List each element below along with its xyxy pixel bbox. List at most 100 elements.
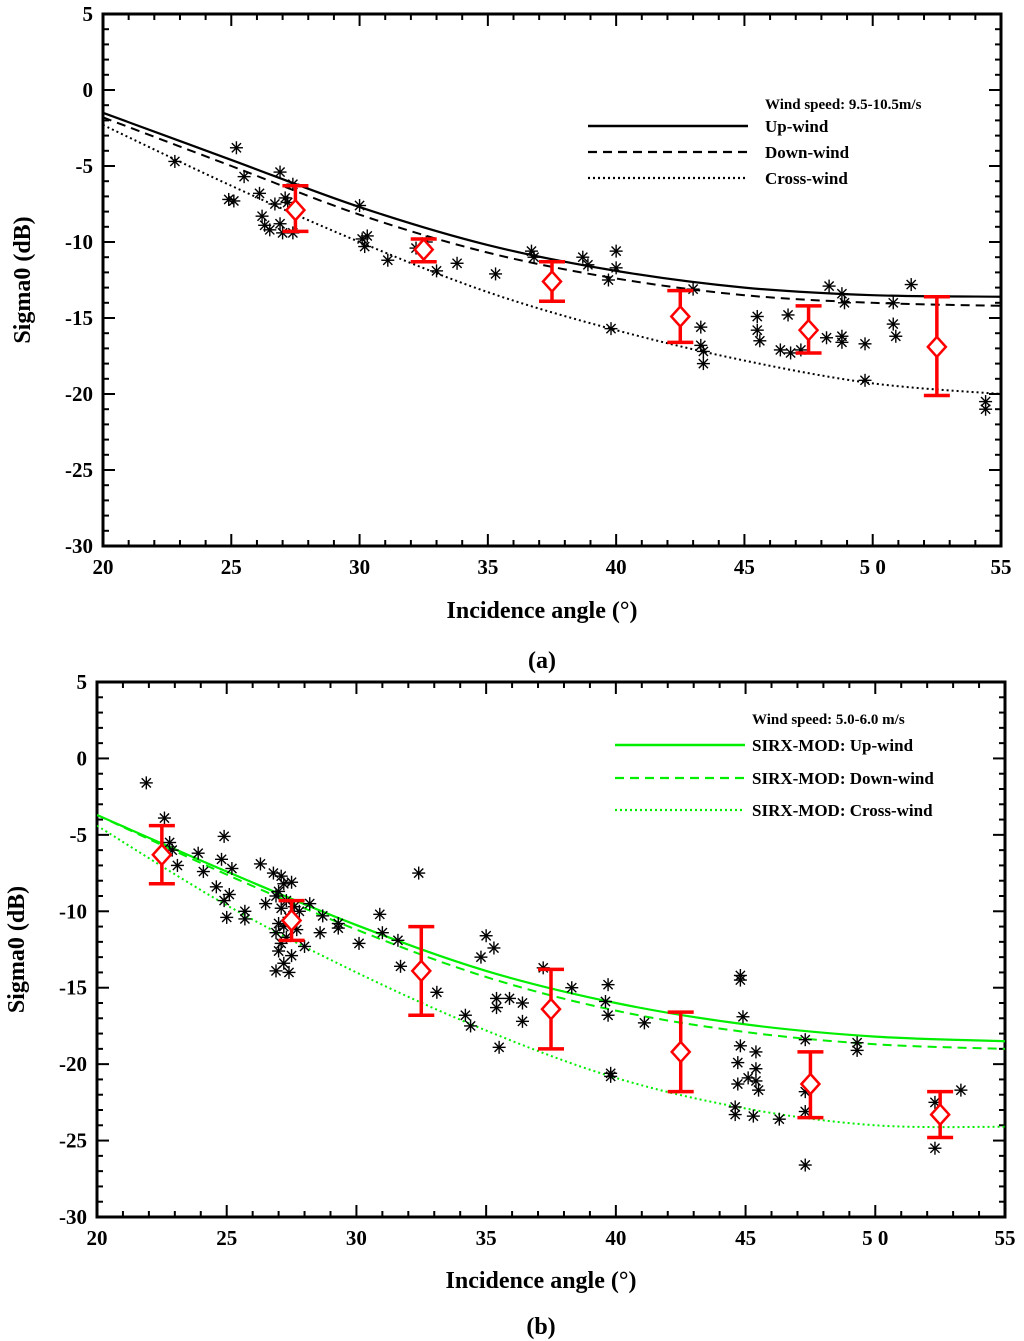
x-tick-label: 5 0: [860, 555, 886, 579]
binned-mean-errorbar: [148, 823, 175, 886]
y-axis-title: Sigma0 (dB): [10, 216, 36, 343]
plot-frame: [101, 12, 1003, 548]
scatter-point: [954, 1083, 968, 1097]
scatter-point: [749, 1074, 763, 1088]
scatter-point: [268, 197, 282, 211]
scatter-point: [313, 926, 327, 940]
scatter-point: [360, 229, 374, 243]
scatter-point: [229, 141, 243, 155]
scatter-point: [731, 1056, 745, 1070]
scatter-point: [217, 829, 231, 843]
x-tick-label: 40: [606, 555, 627, 579]
binned-mean-errorbar: [795, 304, 822, 355]
y-tick-label: -25: [59, 1129, 87, 1153]
scatter-point: [752, 1083, 766, 1097]
scatter-point: [222, 887, 236, 901]
scatter-point: [277, 956, 291, 970]
scatter-point: [215, 852, 229, 866]
scatter-point: [458, 1008, 472, 1022]
scatter-point: [696, 357, 710, 371]
scatter-point: [601, 273, 615, 287]
y-axis-title: Sigma0 (dB): [4, 886, 30, 1013]
scatter-point: [353, 199, 367, 213]
scatter-point: [609, 261, 623, 275]
scatter-point: [391, 933, 405, 947]
scatter-point: [489, 267, 503, 281]
scatter-point: [479, 929, 493, 943]
y-tick-label: -15: [65, 306, 93, 330]
scatter-point: [225, 861, 239, 875]
scatter-point: [285, 949, 299, 963]
y-tick-label: -30: [59, 1205, 87, 1229]
scatter-point: [753, 334, 767, 348]
scatter-point: [490, 1001, 504, 1015]
binned-mean-errorbar: [923, 294, 950, 398]
x-tick-label: 5 0: [862, 1226, 888, 1250]
x-tick-label: 30: [346, 1226, 367, 1250]
binned-mean-errorbar: [282, 184, 309, 234]
scatter-point: [273, 217, 287, 231]
scatter-point: [889, 329, 903, 343]
y-tick-label: -5: [70, 823, 88, 847]
scatter-point: [238, 912, 252, 926]
scatter-point: [259, 897, 273, 911]
binned-mean-errorbar: [408, 924, 435, 1017]
scatter-point: [272, 884, 286, 898]
scatter-point: [412, 866, 426, 880]
legend-title: Wind speed: 5.0-6.0 m/s: [752, 712, 905, 728]
scatter-point: [696, 344, 710, 358]
y-tick-label: 5: [83, 2, 94, 26]
y-tick-label: -25: [65, 458, 93, 482]
scatter-point: [277, 877, 291, 891]
legend-entry: Up-wind: [765, 117, 829, 136]
scatter-point: [358, 240, 372, 254]
scatter-point: [227, 194, 241, 208]
binned-mean-errorbar: [927, 1089, 954, 1140]
panel-a: 20 25 30 35 40 45 5 0 5550-5-10-15-20-25-30Inci…: [10, 2, 1012, 674]
scatter-point: [375, 926, 389, 940]
legend-entry: Cross-wind: [765, 169, 848, 188]
scatter-point: [781, 308, 795, 322]
scatter-point: [191, 846, 205, 860]
scatter-point: [269, 964, 283, 978]
x-tick-label: 25: [221, 555, 242, 579]
scatter-point: [733, 1039, 747, 1053]
scatter-point: [464, 1019, 478, 1033]
scatter-point: [209, 880, 223, 894]
x-tick-label: 45: [734, 555, 755, 579]
y-tick-label: 0: [77, 746, 88, 770]
scatter-point: [750, 323, 764, 337]
scatter-point: [394, 959, 408, 973]
scatter-point: [749, 1045, 763, 1059]
scatter-point: [487, 941, 501, 955]
scatter-point: [598, 994, 612, 1008]
scatter-point: [273, 165, 287, 179]
y-tick-label: -10: [65, 230, 93, 254]
scatter-point: [331, 917, 345, 931]
scatter-point: [492, 1040, 506, 1054]
scatter-point: [502, 991, 516, 1005]
scatter-point: [381, 253, 395, 267]
scatter-point: [237, 170, 251, 184]
scatter-point: [772, 1112, 786, 1126]
scatter-point: [282, 965, 296, 979]
panel-b: 20 25 30 35 40 45 5 0 5550-5-10-15-20-25-30Inci…: [4, 670, 1016, 1340]
y-tick-label: -30: [65, 534, 93, 558]
scatter-point: [886, 317, 900, 331]
x-tick-label: 35: [477, 555, 498, 579]
scatter-point: [139, 776, 153, 790]
scatter-point: [196, 865, 210, 879]
scatter-point: [298, 939, 312, 953]
scatter-point: [886, 296, 900, 310]
scatter-point: [820, 331, 834, 345]
scatter-point: [168, 154, 182, 168]
legend-entry: SIRX-MOD: Cross-wind: [752, 801, 933, 820]
scatter-point: [750, 309, 764, 323]
scatter-point: [157, 811, 171, 825]
scatter-point: [263, 223, 277, 237]
scatter-point: [822, 279, 836, 293]
legend-entry: SIRX-MOD: Up-wind: [752, 736, 914, 755]
scatter-point: [373, 907, 387, 921]
plot-frame: [95, 680, 1007, 1219]
scatter-point: [728, 1108, 742, 1122]
